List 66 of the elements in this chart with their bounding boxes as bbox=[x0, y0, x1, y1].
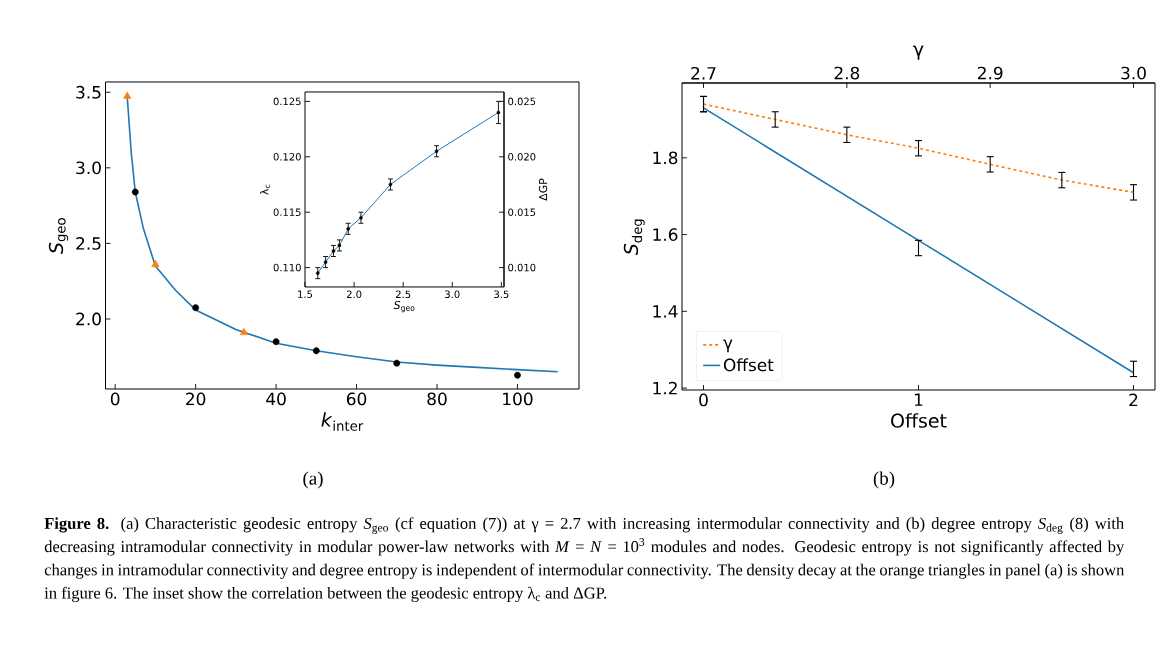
x-tick-label: 3.0 bbox=[445, 290, 460, 299]
x-axis-title: S$_{geo}$ bbox=[393, 300, 415, 313]
point bbox=[323, 260, 328, 264]
y2-tick-label: 0.010 bbox=[508, 263, 536, 272]
y2-tick-label: 0.020 bbox=[508, 153, 536, 161]
point bbox=[312, 347, 320, 355]
text: (b) bbox=[873, 471, 895, 489]
point bbox=[393, 359, 401, 367]
y-tick-label: 3.0 bbox=[76, 161, 101, 175]
point bbox=[192, 304, 200, 312]
x-axis-title: k$_{inter}$ bbox=[321, 412, 364, 431]
text: Figure 8. (a) Characteristic geodesic entropy S$_{geo}$ (cf equation (7)) at γ = 2.7 with increasing intermodular connectivity and (b) degree entropy S$_{deg}$ (8) with decreasing intramodular connectivity in modular power-law networks with M = N = 10$^{3}$ modules and nodes. Geodesic entropy is not significantly affected by changes in intramodular connectivity and degree entropy is independent of intermodular connectivity. The density decay at the orange triangles in panel (a) is shown in figure 6. The inset show the correlation between the geodesic entropy λ$_{c}$ and ΔGP. bbox=[44, 517, 1125, 603]
y-tick-label: 1.4 bbox=[653, 305, 678, 318]
y-tick-label: 1.2 bbox=[653, 381, 677, 395]
line-series bbox=[317, 111, 499, 274]
x-tick-label: 2 bbox=[1129, 393, 1138, 407]
x-tick-label: 0 bbox=[110, 392, 120, 406]
point bbox=[123, 91, 132, 99]
y-tick-label: 2.5 bbox=[76, 237, 101, 250]
text: (a) bbox=[303, 471, 323, 489]
y-axis-title: λ$_{c}$ bbox=[260, 184, 271, 195]
point bbox=[272, 338, 280, 346]
y-tick-label: 0.125 bbox=[273, 97, 301, 106]
point bbox=[346, 227, 350, 231]
x2-tick-label: 2.8 bbox=[834, 66, 860, 80]
x-tick-label: 40 bbox=[266, 392, 286, 406]
point bbox=[337, 243, 342, 248]
x2-tick-label: 2.9 bbox=[977, 66, 1003, 80]
x-tick-label: 0 bbox=[699, 393, 708, 407]
y-axis-title: S$_{deg}$ bbox=[623, 219, 645, 256]
point bbox=[331, 249, 336, 253]
x-tick-label: 1 bbox=[914, 393, 923, 406]
point bbox=[388, 182, 393, 187]
point bbox=[434, 149, 439, 154]
y2-axis-title: ΔGP bbox=[538, 178, 548, 201]
x-tick-label: 100 bbox=[503, 392, 533, 406]
point bbox=[315, 271, 320, 275]
x-axis-title: Offset bbox=[891, 413, 947, 428]
x-tick-label: 20 bbox=[186, 392, 206, 406]
y-tick-label: 0.110 bbox=[273, 263, 301, 272]
x-tick-label: 80 bbox=[427, 392, 447, 406]
point bbox=[359, 215, 363, 220]
y-tick-label: 1.8 bbox=[653, 151, 678, 165]
x2-tick-label: 3.0 bbox=[1121, 66, 1146, 80]
legend-label: Offset bbox=[723, 358, 774, 372]
y-tick-label: 1.6 bbox=[653, 228, 678, 241]
point bbox=[239, 327, 248, 336]
legend-label: γ bbox=[723, 339, 733, 353]
y-tick-label: 0.120 bbox=[273, 153, 301, 161]
y-axis-title: S$_{geo}$ bbox=[48, 218, 69, 254]
x-tick-label: 2.5 bbox=[396, 290, 411, 299]
x-tick-label: 2.0 bbox=[346, 290, 362, 299]
point bbox=[131, 188, 139, 196]
point bbox=[514, 371, 521, 379]
y-tick-label: 2.0 bbox=[76, 312, 101, 326]
point bbox=[151, 259, 160, 268]
y2-tick-label: 0.025 bbox=[508, 97, 536, 106]
x-tick-label: 60 bbox=[346, 392, 367, 406]
y2-tick-label: 0.015 bbox=[508, 208, 536, 216]
y-tick-label: 0.115 bbox=[273, 208, 301, 216]
y-tick-label: 3.5 bbox=[76, 85, 101, 99]
x2-tick-label: 2.7 bbox=[691, 66, 716, 80]
x-tick-label: 1.5 bbox=[298, 290, 313, 298]
x-tick-label: 3.5 bbox=[494, 290, 509, 299]
point bbox=[496, 110, 501, 115]
x2-axis-title: γ bbox=[913, 45, 924, 60]
